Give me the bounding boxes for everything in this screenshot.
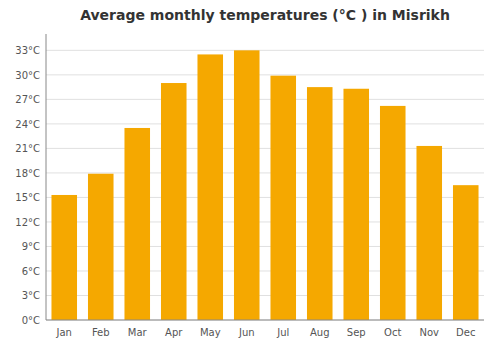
x-tick-label: Jun xyxy=(238,327,255,338)
y-tick-label: 33°C xyxy=(15,45,40,56)
bar xyxy=(307,87,333,320)
x-tick-label: Jul xyxy=(276,327,289,338)
x-tick-label: May xyxy=(200,327,221,338)
x-tick-label: Jan xyxy=(56,327,72,338)
y-tick-label: 3°C xyxy=(22,290,40,301)
y-tick-label: 15°C xyxy=(15,192,40,203)
x-tick-label: Dec xyxy=(456,327,475,338)
bar xyxy=(380,106,406,320)
chart-container: Average monthly temperatures (°C ) in Mi… xyxy=(0,0,500,350)
bar xyxy=(453,185,479,320)
bar xyxy=(416,146,442,320)
grid-line xyxy=(46,50,484,51)
y-tick-label: 21°C xyxy=(15,143,40,154)
x-axis: Jan Feb Mar Apr May Jun Jul Aug Sep Oct Nov Dec xyxy=(56,327,476,338)
bar xyxy=(88,174,114,320)
y-tick-label: 12°C xyxy=(15,217,40,228)
grid-line xyxy=(46,74,484,75)
grid-line xyxy=(46,320,484,321)
bar xyxy=(124,128,150,320)
x-tick-label: Aug xyxy=(310,327,330,338)
y-tick-label: 9°C xyxy=(22,241,40,252)
x-tick-label: Mar xyxy=(128,327,148,338)
title: Average monthly temperatures (°C ) in Mi… xyxy=(80,7,450,23)
x-tick-label: Nov xyxy=(419,327,439,338)
bar xyxy=(270,76,296,320)
y-tick-label: 30°C xyxy=(15,70,40,81)
y-tick-label: 6°C xyxy=(22,266,40,277)
y-tick-label: 18°C xyxy=(15,168,40,179)
x-tick-label: Feb xyxy=(92,327,110,338)
x-tick-label: Sep xyxy=(347,327,366,338)
grid-line xyxy=(46,123,484,124)
grid-line xyxy=(46,99,484,100)
x-tick-label: Oct xyxy=(384,327,401,338)
y-tick-label: 27°C xyxy=(15,94,40,105)
x-tick-label: Apr xyxy=(165,327,183,338)
y-axis: 0°C 3°C 6°C 9°C 12°C 15°C 18°C 21°C 24°C 27°C 30°C… xyxy=(15,45,484,326)
bar xyxy=(51,195,77,320)
bar xyxy=(161,83,187,320)
bar xyxy=(197,54,223,320)
bars xyxy=(51,50,478,320)
y-tick-label: 0°C xyxy=(22,315,40,326)
x-axis-line xyxy=(46,320,484,321)
chart: Average monthly temperatures (°C ) in Mi… xyxy=(0,0,500,350)
y-tick-label: 24°C xyxy=(15,119,40,130)
y-axis-line xyxy=(46,34,47,320)
bar xyxy=(343,89,369,320)
bar xyxy=(234,50,260,320)
